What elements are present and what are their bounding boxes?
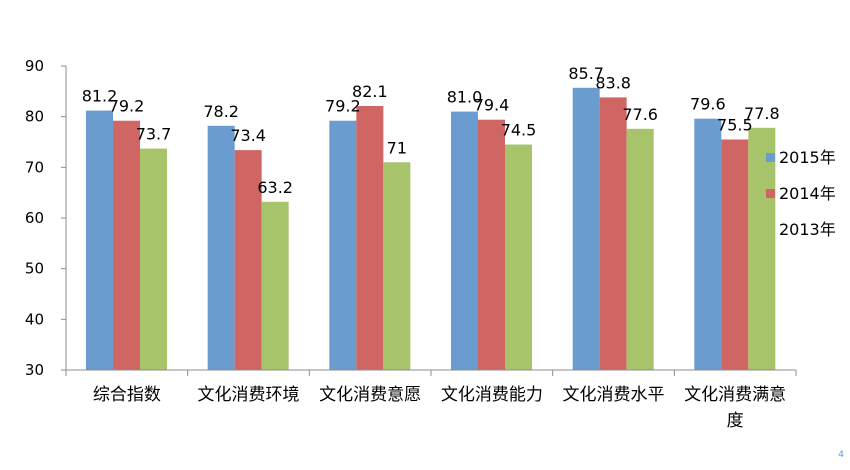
legend-swatch (766, 153, 775, 162)
bar (329, 120, 357, 370)
page-number: 4 (838, 450, 844, 460)
data-label: 73.4 (230, 126, 266, 145)
bar (356, 106, 384, 370)
bar (505, 144, 532, 370)
data-label: 85.7 (568, 64, 604, 83)
y-tick-label: 60 (25, 209, 44, 227)
legend: 2015年 2014年 2013年 (766, 148, 836, 239)
data-label: 77.8 (744, 104, 780, 123)
bar (113, 120, 140, 370)
legend-label: 2014年 (779, 184, 836, 203)
data-label: 79.4 (474, 96, 510, 115)
x-tick-label: 文化消费环境 (198, 385, 300, 405)
data-label: 79.6 (690, 95, 726, 114)
bar (140, 148, 167, 370)
x-tick-label: 文化消费满意 (684, 385, 786, 405)
data-label: 79.2 (109, 97, 145, 116)
bar (207, 125, 235, 370)
legend-label: 2013年 (779, 220, 836, 239)
bar (451, 111, 478, 370)
data-label: 83.8 (595, 73, 631, 92)
legend-swatch (766, 225, 775, 234)
bar (86, 110, 113, 370)
y-tick-label: 30 (25, 361, 44, 379)
y-tick-label: 70 (25, 158, 44, 176)
x-tick-label: 文化消费意愿 (319, 385, 421, 405)
data-label: 82.1 (352, 82, 388, 101)
bar (599, 97, 627, 370)
legend-label: 2015年 (779, 148, 836, 167)
bar (261, 201, 289, 370)
y-axis: 30 40 50 60 70 80 90 (25, 57, 67, 379)
bar (572, 87, 600, 370)
data-label: 75.5 (717, 115, 753, 134)
y-tick-label: 80 (25, 108, 44, 126)
bar (383, 162, 411, 370)
bar (721, 139, 749, 370)
data-label: 74.5 (501, 121, 537, 140)
y-tick-label: 90 (25, 57, 44, 75)
x-tick-label: 文化消费水平 (563, 385, 665, 405)
bar (748, 127, 776, 371)
data-label: 81.0 (447, 88, 483, 107)
bar (478, 119, 505, 370)
bars (86, 87, 776, 371)
x-tick-label: 文化消费能力 (441, 385, 543, 405)
bar (626, 128, 654, 370)
bar (694, 118, 722, 371)
data-label: 78.2 (203, 102, 239, 121)
legend-swatch (766, 189, 775, 198)
data-label: 73.7 (136, 125, 172, 144)
x-tick-label: 度 (727, 411, 744, 431)
data-label: 63.2 (257, 178, 293, 197)
bar (234, 150, 262, 370)
data-label: 79.2 (325, 97, 361, 116)
x-tick-label: 综合指数 (93, 385, 161, 405)
y-tick-label: 50 (25, 260, 44, 278)
y-tick-label: 40 (25, 310, 44, 328)
data-label: 81.2 (82, 87, 118, 106)
data-labels: 81.279.273.778.273.463.279.282.17181.079… (82, 64, 780, 197)
data-label: 71 (387, 138, 407, 157)
data-label: 77.6 (622, 105, 658, 124)
